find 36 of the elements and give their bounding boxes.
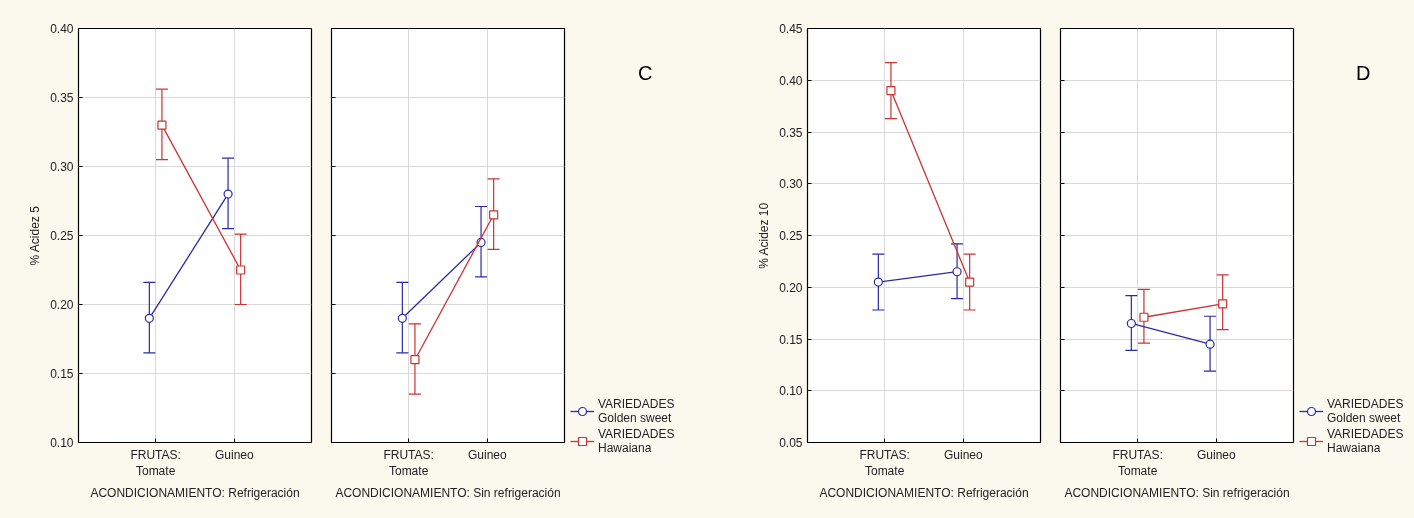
y-tick-label: 0.35 [50, 91, 74, 105]
y-tick-label: 0.40 [779, 73, 803, 88]
y-tick-label: 0.30 [779, 177, 803, 192]
legend-label: VARIEDADES Hawaiana [598, 427, 675, 455]
x-tick-label: FRUTAS: Tomate [383, 447, 434, 479]
x-tick-label: Guineo [215, 447, 255, 462]
text: C [638, 62, 653, 85]
x-tick-label: FRUTAS: Tomate [859, 447, 910, 479]
x-tick-label: FRUTAS: Tomate [1112, 447, 1163, 479]
x-axis-title: ACONDICIONAMIENTO: Sin refrigeración [1064, 486, 1290, 501]
y-tick-label: 0.25 [779, 229, 803, 243]
y-tick-label: 0.20 [50, 298, 74, 312]
y-axis-title: % Acidez 10 [757, 202, 772, 269]
x-tick-label: FRUTAS: Tomate [130, 447, 181, 479]
y-axis-title: % Acidez 5 [28, 205, 43, 266]
legend-label: VARIEDADES Golden sweet [598, 397, 675, 425]
x-tick-label: Guineo [468, 447, 508, 462]
y-tick-label: 0.15 [50, 367, 74, 381]
x-tick-label: Guineo [944, 447, 984, 462]
text: D [1356, 62, 1371, 85]
y-tick-label: 0.15 [779, 332, 803, 347]
y-tick-label: 0.10 [779, 384, 803, 399]
y-tick-label: 0.20 [779, 280, 803, 295]
y-tick-label: 0.05 [779, 436, 803, 450]
y-tick-label: 0.25 [50, 229, 74, 243]
x-axis-title: ACONDICIONAMIENTO: Refrigeración [90, 486, 300, 501]
y-tick-label: 0.40 [50, 22, 74, 36]
x-tick-label: Guineo [1197, 447, 1237, 462]
y-tick-label: 0.35 [779, 125, 803, 140]
y-tick-label: 0.30 [50, 160, 74, 174]
x-axis-title: ACONDICIONAMIENTO: Refrigeración [819, 486, 1029, 501]
x-axis-title: ACONDICIONAMIENTO: Sin refrigeración [335, 486, 561, 501]
legend-label: VARIEDADES Hawaiana [1327, 427, 1404, 455]
legend-label: VARIEDADES Golden sweet [1327, 397, 1404, 425]
y-tick-label: 0.10 [50, 436, 74, 450]
y-tick-label: 0.45 [779, 22, 803, 36]
